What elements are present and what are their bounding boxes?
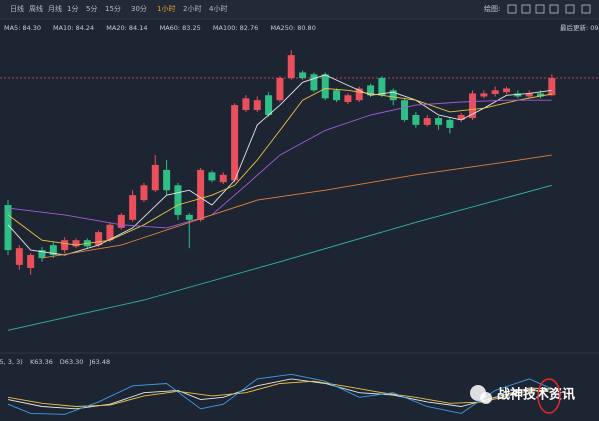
candle-body	[480, 93, 488, 97]
icon[interactable]	[581, 4, 591, 14]
icon[interactable]	[549, 4, 559, 14]
candle-body	[208, 172, 216, 181]
candle-body	[537, 93, 545, 97]
last-update: 最后更新: 09:44	[560, 23, 599, 32]
toolbar	[0, 0, 599, 19]
timeframe-tab[interactable]: 日线	[10, 4, 24, 13]
kdj-title: (5, 3, 3)	[0, 358, 23, 366]
kdj-legend: K63.36	[30, 358, 53, 366]
candle-body	[219, 174, 227, 183]
candle-body	[15, 248, 23, 265]
candle-body	[95, 232, 103, 246]
kdj-legend: J63.48	[89, 358, 111, 366]
candle-body	[401, 100, 409, 120]
timeframe-tab[interactable]: 5分	[86, 4, 97, 13]
candle-body	[242, 98, 250, 111]
icon[interactable]	[535, 4, 545, 14]
candle-body	[514, 93, 522, 97]
candle-body	[72, 240, 80, 247]
timeframe-tab[interactable]: 月线	[48, 4, 62, 13]
candle-body	[321, 74, 329, 99]
candle-body	[310, 74, 318, 91]
candle-body	[389, 90, 397, 101]
candle-body	[355, 88, 363, 101]
ma-legend: MA5: 84.30	[4, 24, 41, 32]
tool-icons	[507, 4, 591, 14]
candle-body	[423, 118, 431, 125]
indicator-line	[7, 99, 552, 229]
candle-body	[367, 85, 375, 96]
candle-body	[457, 114, 465, 120]
candle-body	[4, 205, 12, 251]
icon[interactable]	[565, 4, 575, 14]
candle-body	[525, 93, 533, 97]
candle-body	[231, 105, 239, 181]
timeframe-tab[interactable]: 15分	[105, 4, 121, 13]
ma-legend: MA60: 83.25	[160, 24, 201, 32]
candle-body	[446, 119, 454, 128]
candle-body	[276, 77, 284, 101]
ma-legend: MA250: 80.80	[271, 24, 316, 32]
ma-legend: MA20: 84.14	[106, 24, 147, 32]
timeframe-tab[interactable]: 1分	[67, 4, 78, 13]
ma-legend: MA10: 84.24	[53, 24, 94, 32]
indicator-line	[41, 154, 552, 259]
candle-body	[185, 214, 193, 220]
indicator-line	[7, 74, 552, 256]
timeframe-tab[interactable]: 周线	[29, 4, 43, 13]
candle-body	[265, 95, 273, 115]
candle-body	[129, 195, 137, 220]
indicator-line	[7, 184, 552, 331]
timeframe-tab[interactable]: 4小时	[209, 4, 227, 13]
candle-body	[412, 114, 420, 125]
indicator-line	[7, 380, 552, 407]
icon[interactable]	[521, 4, 531, 14]
candle-body	[378, 77, 386, 96]
candle-body	[333, 90, 341, 101]
timeframe-tab[interactable]: 30分	[131, 4, 147, 13]
ma-legend: MA100: 82.76	[213, 24, 258, 32]
watermark: 战神技术资讯	[497, 387, 575, 403]
highlight-circle	[537, 378, 561, 414]
timeframe-tab[interactable]: 1小时	[157, 4, 175, 13]
indicator-line	[7, 88, 552, 246]
candle-body	[163, 169, 171, 191]
candle-body	[503, 88, 511, 93]
candle-body	[491, 90, 499, 95]
candle-body	[106, 224, 114, 241]
kdj-legend: D63.30	[60, 358, 84, 366]
candle-body	[174, 185, 182, 215]
candle-body	[151, 164, 159, 191]
candle-body	[38, 250, 46, 259]
candle-body	[197, 169, 205, 220]
candle-body	[344, 95, 352, 103]
indicator-line	[7, 373, 552, 415]
candle-body	[49, 245, 57, 256]
timeframe-tab[interactable]: 2小时	[183, 4, 201, 13]
candle-body	[140, 185, 148, 201]
icon[interactable]	[507, 4, 517, 14]
candle-body	[253, 100, 261, 111]
candle-body	[117, 214, 125, 228]
candle-body	[548, 77, 556, 96]
candle-body	[61, 240, 69, 251]
candle-body	[435, 118, 443, 125]
candle-body	[469, 93, 477, 119]
draw-label: 绘图:	[484, 4, 500, 13]
watermark-icon	[470, 385, 492, 404]
candle-body	[299, 72, 307, 78]
candle-body	[27, 255, 35, 268]
candle-body	[287, 55, 295, 78]
